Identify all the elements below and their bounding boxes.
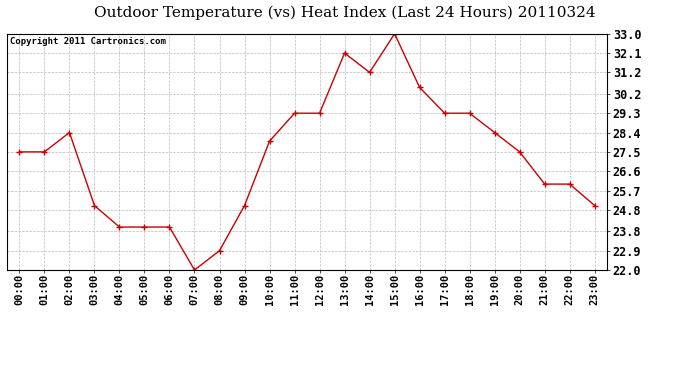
- Text: Outdoor Temperature (vs) Heat Index (Last 24 Hours) 20110324: Outdoor Temperature (vs) Heat Index (Las…: [95, 6, 595, 20]
- Text: Copyright 2011 Cartronics.com: Copyright 2011 Cartronics.com: [10, 37, 166, 46]
